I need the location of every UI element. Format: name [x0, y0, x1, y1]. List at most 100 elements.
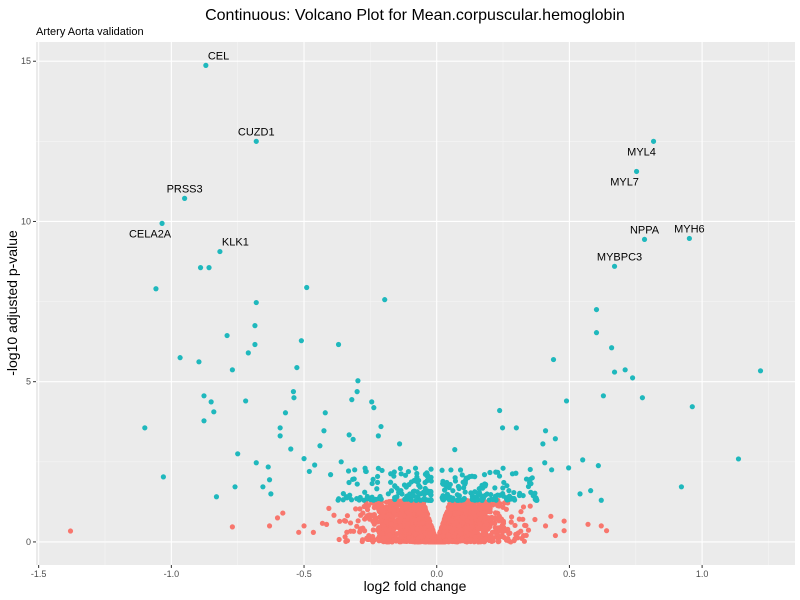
gene-label: KLK1: [222, 237, 249, 249]
not-significant-point: [477, 521, 483, 527]
significant-point: [352, 467, 358, 473]
not-significant-point: [542, 523, 549, 529]
not-significant-point: [344, 529, 350, 535]
significant-point: [488, 491, 494, 498]
not-significant-point: [508, 514, 515, 520]
not-significant-point: [561, 518, 567, 524]
significant-point: [402, 472, 409, 478]
significant-point: [493, 469, 499, 475]
not-significant-point: [396, 500, 402, 506]
not-significant-point: [561, 528, 567, 534]
significant-point: [428, 497, 434, 503]
not-significant-point: [357, 506, 363, 512]
y-tick-label: 5: [26, 377, 31, 387]
significant-point: [369, 480, 375, 487]
not-significant-point: [331, 512, 337, 518]
significant-point: [253, 299, 259, 306]
significant-point: [398, 471, 404, 477]
not-significant-point: [375, 536, 381, 542]
labeled-gene-point: [650, 138, 657, 144]
not-significant-point: [407, 511, 413, 518]
significant-point: [346, 479, 352, 486]
y-tick-label: 10: [21, 216, 31, 226]
significant-point: [452, 475, 458, 481]
gene-labels: CEL CUZD1 PRSS3 CELA2A KLK1 MYL4 MYL7 NPPA MYH6 M…: [129, 50, 705, 263]
not-significant-point: [523, 522, 529, 529]
not-significant-point: [360, 510, 366, 516]
not-significant-point: [343, 518, 349, 524]
not-significant-point: [525, 527, 532, 533]
significant-point: [382, 297, 388, 303]
significant-point: [277, 433, 283, 439]
significant-point: [387, 479, 394, 485]
x-axis-title: log2 fold change: [364, 578, 467, 594]
not-significant-point: [361, 503, 367, 510]
significant-point: [385, 491, 391, 497]
x-tick-label: 0.5: [563, 569, 576, 579]
not-significant-point: [389, 501, 396, 507]
significant-point: [577, 491, 583, 497]
not-significant-point: [468, 519, 475, 525]
not-significant-point: [383, 519, 389, 525]
significant-point: [368, 496, 374, 502]
significant-point: [197, 265, 204, 271]
significant-point: [500, 465, 506, 471]
not-significant-point: [453, 520, 459, 526]
significant-point: [566, 465, 572, 471]
not-significant-point: [403, 503, 410, 509]
not-significant-point: [476, 511, 483, 517]
x-tick-label: -1.0: [164, 569, 180, 579]
significant-point: [361, 497, 367, 503]
significant-point: [496, 473, 503, 479]
not-significant-point: [445, 532, 451, 538]
significant-point: [595, 463, 601, 469]
gene-label: NPPA: [630, 224, 660, 236]
significant-point: [354, 481, 360, 487]
gene-label: MYL7: [610, 176, 639, 188]
not-significant-point: [469, 523, 475, 530]
significant-point: [243, 398, 249, 404]
not-significant-point: [411, 502, 417, 509]
not-significant-point: [359, 538, 365, 545]
not-significant-point: [415, 516, 422, 522]
not-significant-point: [482, 526, 489, 532]
significant-point: [450, 488, 456, 494]
significant-point: [340, 497, 346, 503]
not-significant-point: [603, 528, 610, 534]
not-significant-point: [360, 525, 366, 531]
not-significant-point: [437, 538, 443, 544]
not-significant-point: [440, 533, 446, 540]
not-significant-point: [487, 509, 493, 515]
not-significant-point: [441, 529, 447, 535]
significant-point: [448, 467, 454, 473]
not-significant-point: [489, 520, 495, 526]
not-significant-point: [475, 525, 481, 532]
significant-point: [396, 441, 403, 447]
not-significant-point: [397, 515, 404, 521]
not-significant-point: [397, 534, 404, 540]
significant-point: [622, 367, 628, 373]
significant-point: [540, 441, 546, 447]
not-significant-point: [386, 527, 392, 534]
significant-point: [298, 338, 304, 344]
significant-point: [629, 375, 636, 381]
significant-point: [335, 497, 341, 503]
significant-point: [211, 409, 217, 415]
not-significant-point: [496, 518, 502, 524]
not-significant-point: [403, 527, 409, 534]
significant-point: [757, 368, 764, 374]
gene-label: CEL: [208, 50, 229, 62]
significant-point: [588, 488, 594, 494]
significant-point: [229, 367, 235, 373]
not-significant-point: [370, 527, 376, 533]
not-significant-point: [441, 519, 447, 525]
significant-point: [611, 369, 618, 375]
significant-point: [580, 457, 586, 463]
significant-point: [401, 482, 408, 488]
not-significant-point: [446, 537, 452, 543]
not-significant-point: [499, 522, 506, 528]
significant-point: [452, 447, 458, 453]
not-significant-point: [532, 516, 538, 523]
significant-point: [428, 466, 434, 472]
significant-point: [501, 479, 507, 486]
